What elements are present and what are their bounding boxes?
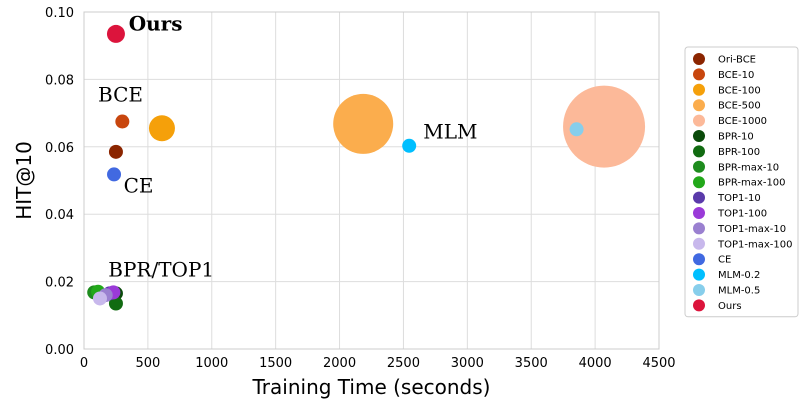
legend-label: TOP1-100 bbox=[717, 209, 767, 220]
legend-marker bbox=[693, 68, 705, 81]
x-tick-label: 3000 bbox=[451, 356, 484, 371]
legend-label: BPR-100 bbox=[718, 147, 760, 158]
x-tick-label: 2000 bbox=[323, 356, 356, 371]
point-bpr-100 bbox=[108, 296, 123, 311]
annotation-ce: CE bbox=[124, 173, 154, 197]
legend: Ori-BCE BCE-10 BCE-100 BCE-500 BCE-1000 BPR-1… bbox=[684, 46, 799, 318]
legend-marker bbox=[693, 99, 705, 112]
y-tick-label: 0.08 bbox=[45, 73, 74, 88]
legend-label: MLM-0.5 bbox=[718, 286, 760, 297]
y-tick-label: 0.06 bbox=[45, 141, 74, 156]
point-bce-500 bbox=[333, 93, 394, 154]
point-mlm-0-5 bbox=[569, 122, 584, 137]
point-top1-max-100 bbox=[92, 291, 107, 306]
legend-marker bbox=[693, 176, 705, 189]
point-ori-bce bbox=[108, 144, 123, 159]
annotations: Ours BCE CE MLM BPR/TOP1 bbox=[98, 12, 477, 282]
y-tick-label: 0.04 bbox=[45, 208, 74, 223]
x-tick-label: 3500 bbox=[515, 356, 548, 371]
x-tick-label: 4500 bbox=[642, 356, 675, 371]
legend-label: Ori-BCE bbox=[718, 55, 756, 66]
legend-marker bbox=[693, 130, 705, 142]
annotation-bpr-top1: BPR/TOP1 bbox=[108, 258, 214, 282]
legend-label: TOP1-10 bbox=[717, 193, 761, 204]
point-bce-100 bbox=[148, 115, 175, 142]
y-tick-label: 0.00 bbox=[45, 343, 74, 358]
legend-marker bbox=[693, 160, 705, 173]
legend-marker bbox=[693, 284, 705, 296]
legend-marker bbox=[693, 53, 705, 65]
x-tick-label: 1500 bbox=[259, 356, 292, 371]
point-bce-10 bbox=[115, 114, 130, 129]
legend-marker bbox=[693, 114, 705, 127]
annotation-bce: BCE bbox=[98, 82, 143, 106]
x-tick-label: 1000 bbox=[195, 356, 228, 371]
legend-marker bbox=[693, 237, 705, 250]
legend-marker bbox=[693, 268, 705, 281]
x-axis-label: Training Time (seconds) bbox=[252, 375, 491, 399]
x-tick-label: 500 bbox=[135, 356, 160, 371]
x-tick-label: 2500 bbox=[387, 356, 420, 371]
legend-label: BPR-max-100 bbox=[718, 178, 786, 189]
point-ours bbox=[106, 24, 125, 43]
plot-frame bbox=[83, 11, 660, 350]
legend-marker bbox=[693, 299, 705, 312]
legend-marker bbox=[693, 253, 705, 266]
legend-box bbox=[684, 46, 799, 318]
y-tick-label: 0.10 bbox=[45, 6, 74, 21]
legend-marker bbox=[693, 83, 705, 96]
legend-label: MLM-0.2 bbox=[718, 270, 760, 281]
annotation-ours: Ours bbox=[129, 12, 183, 36]
legend-marker bbox=[693, 207, 705, 219]
y-tick-label: 0.02 bbox=[45, 276, 74, 291]
legend-label: TOP1-max-100 bbox=[717, 239, 792, 250]
legend-label: BCE-10 bbox=[718, 70, 754, 81]
x-tick-label: 0 bbox=[80, 356, 88, 371]
y-axis-label: HIT@10 bbox=[12, 141, 36, 220]
legend-marker bbox=[693, 145, 705, 158]
x-tick-label: 4000 bbox=[579, 356, 612, 371]
data-points bbox=[87, 24, 646, 311]
axis-ticks: 0 500 1000 1500 2000 2500 3000 3500 4000 4500 0.00… bbox=[45, 6, 676, 371]
legend-label: Ours bbox=[718, 301, 742, 312]
grid-lines bbox=[83, 11, 660, 350]
legend-label: BPR-10 bbox=[718, 132, 754, 143]
legend-label: TOP1-max-10 bbox=[717, 224, 786, 235]
legend-label: CE bbox=[718, 255, 731, 266]
legend-label: BCE-1000 bbox=[718, 116, 767, 127]
legend-marker bbox=[693, 191, 705, 204]
legend-label: BCE-500 bbox=[718, 101, 761, 112]
legend-marker bbox=[693, 222, 705, 235]
annotation-mlm: MLM bbox=[423, 119, 477, 143]
legend-label: BPR-max-10 bbox=[718, 162, 779, 173]
point-mlm-0-2 bbox=[402, 138, 417, 153]
point-ce bbox=[107, 167, 122, 182]
point-bce-1000 bbox=[563, 85, 646, 168]
legend-label: BCE-100 bbox=[718, 85, 761, 96]
